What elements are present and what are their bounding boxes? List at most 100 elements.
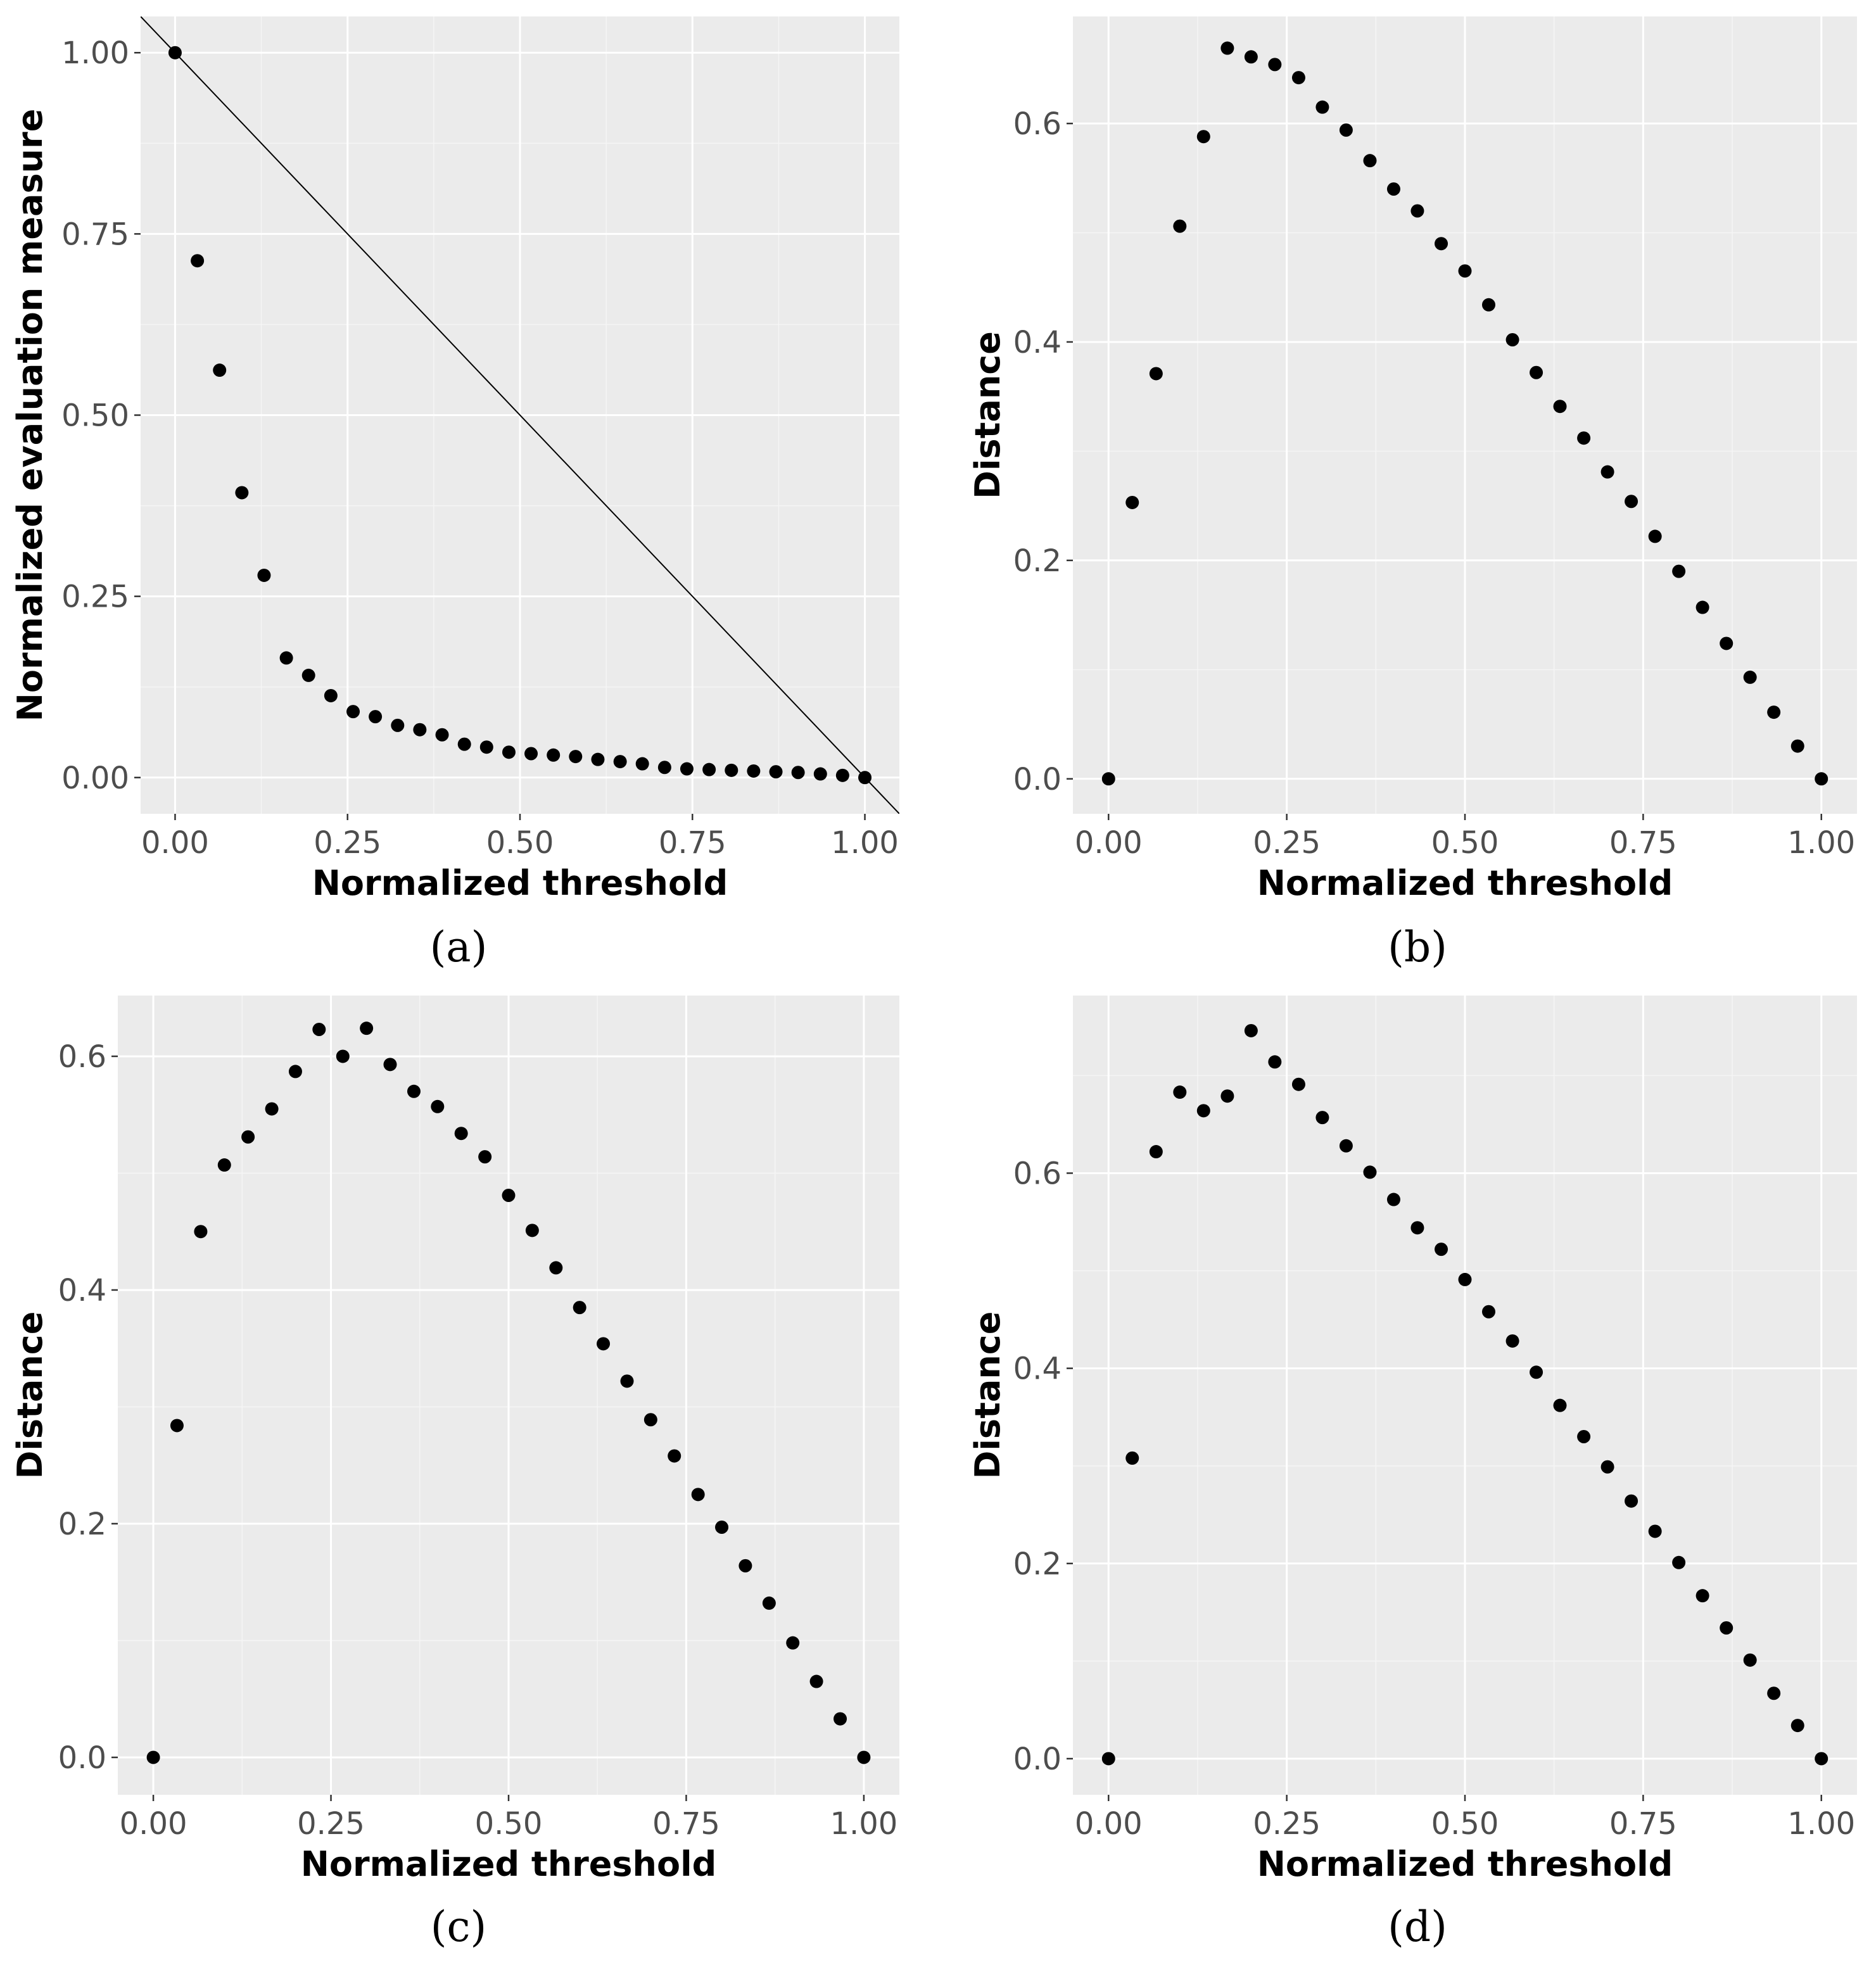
x-tick-label: 0.25	[1253, 825, 1321, 861]
data-point	[1648, 529, 1662, 543]
data-point	[383, 1058, 397, 1072]
y-tick-label: 0.0	[58, 1740, 106, 1776]
x-tick-label: 0.25	[297, 1806, 365, 1842]
y-tick-label: 0.00	[61, 761, 129, 796]
y-tick-label: 0.4	[1013, 1351, 1062, 1387]
data-point	[747, 764, 761, 778]
x-axis-title: Normalized threshold	[301, 1844, 717, 1884]
data-point	[1505, 332, 1519, 346]
data-point	[369, 710, 383, 724]
data-point	[1339, 1139, 1353, 1153]
data-point	[657, 761, 671, 775]
x-axis-title: Normalized threshold	[1257, 863, 1673, 903]
data-point	[1149, 1145, 1163, 1159]
data-point	[725, 763, 738, 777]
data-point	[457, 737, 471, 751]
data-point	[257, 568, 271, 582]
data-point	[1648, 1524, 1662, 1538]
data-point	[738, 1559, 752, 1572]
data-point	[715, 1520, 729, 1534]
data-point	[1625, 495, 1638, 509]
data-point	[170, 1419, 184, 1433]
data-point	[1577, 1429, 1591, 1443]
y-tick-label: 0.6	[1013, 106, 1062, 142]
y-tick-label: 0.6	[58, 1039, 106, 1075]
data-point	[191, 254, 205, 268]
data-point	[324, 688, 338, 702]
x-axis-title: Normalized threshold	[312, 863, 728, 903]
data-point	[213, 364, 227, 377]
data-point	[360, 1022, 374, 1035]
data-point	[1220, 1089, 1234, 1103]
y-axis-title: Normalized evaluation measure	[10, 109, 50, 722]
data-point	[1315, 1111, 1329, 1125]
data-point	[591, 752, 605, 766]
data-point	[1125, 1451, 1139, 1465]
data-point	[194, 1225, 208, 1239]
data-point	[597, 1337, 611, 1351]
data-point	[613, 755, 627, 769]
x-tick-label: 0.50	[475, 1806, 543, 1842]
x-tick-label: 0.25	[314, 825, 381, 861]
data-point	[547, 748, 561, 762]
data-point	[524, 747, 538, 761]
data-point	[413, 723, 427, 737]
data-point	[549, 1261, 563, 1275]
panel-caption: (d)	[1388, 1902, 1447, 1951]
data-point	[569, 750, 583, 764]
data-point	[502, 745, 516, 759]
x-tick-label: 0.75	[1609, 825, 1677, 861]
data-point	[809, 1674, 823, 1688]
x-tick-label: 0.50	[486, 825, 554, 861]
data-point	[1600, 1460, 1614, 1474]
data-point	[635, 757, 649, 771]
data-point	[301, 668, 315, 682]
data-point	[1815, 772, 1828, 786]
data-point	[1815, 1752, 1828, 1766]
data-point	[391, 718, 405, 732]
reference-line	[141, 16, 899, 814]
data-point	[1625, 1494, 1638, 1508]
data-point	[680, 762, 694, 776]
data-point	[479, 740, 493, 754]
x-tick-label: 0.00	[120, 1806, 187, 1842]
data-point	[1672, 564, 1686, 578]
data-point	[1291, 71, 1305, 85]
data-point	[1220, 41, 1234, 55]
data-point	[1149, 367, 1163, 381]
chart-panel-b: 0.00 0.25 0.50 0.75 1.00 0.0 0.2 0.4 0.6 Normaliz…	[968, 16, 1857, 971]
data-point	[1410, 1221, 1424, 1235]
data-point	[1743, 670, 1757, 684]
data-point	[1695, 600, 1709, 614]
data-point	[502, 1189, 516, 1202]
y-tick-label: 0.2	[1013, 543, 1062, 579]
data-point	[1458, 1272, 1472, 1286]
data-point	[1600, 465, 1614, 479]
y-tick-label: 1.00	[61, 35, 129, 71]
data-point	[1101, 772, 1115, 786]
data-point	[1173, 219, 1187, 233]
panel-caption: (a)	[430, 923, 488, 971]
data-point	[1244, 50, 1258, 64]
data-point	[786, 1636, 800, 1650]
data-point	[791, 766, 805, 780]
data-point	[1695, 1589, 1709, 1603]
data-point	[1553, 1398, 1567, 1412]
y-tick-label: 0.50	[61, 398, 129, 434]
x-tick-label: 1.00	[831, 825, 899, 861]
data-point	[702, 762, 716, 776]
data-point	[1315, 100, 1329, 114]
data-point	[1173, 1085, 1187, 1099]
data-point	[525, 1224, 539, 1237]
data-point	[1577, 431, 1591, 445]
y-tick-label: 0.25	[61, 579, 129, 615]
chart-panel-c: 0.00 0.25 0.50 0.75 1.00 0.0 0.2 0.4 0.6 Normaliz…	[10, 996, 899, 1951]
data-point	[1339, 123, 1353, 137]
data-point	[346, 705, 360, 719]
y-tick-label: 0.6	[1013, 1156, 1062, 1191]
data-point	[1481, 1305, 1495, 1319]
data-point	[265, 1102, 279, 1116]
x-axis-title: Normalized threshold	[1257, 1844, 1673, 1884]
y-axis-title: Distance	[968, 1312, 1008, 1479]
